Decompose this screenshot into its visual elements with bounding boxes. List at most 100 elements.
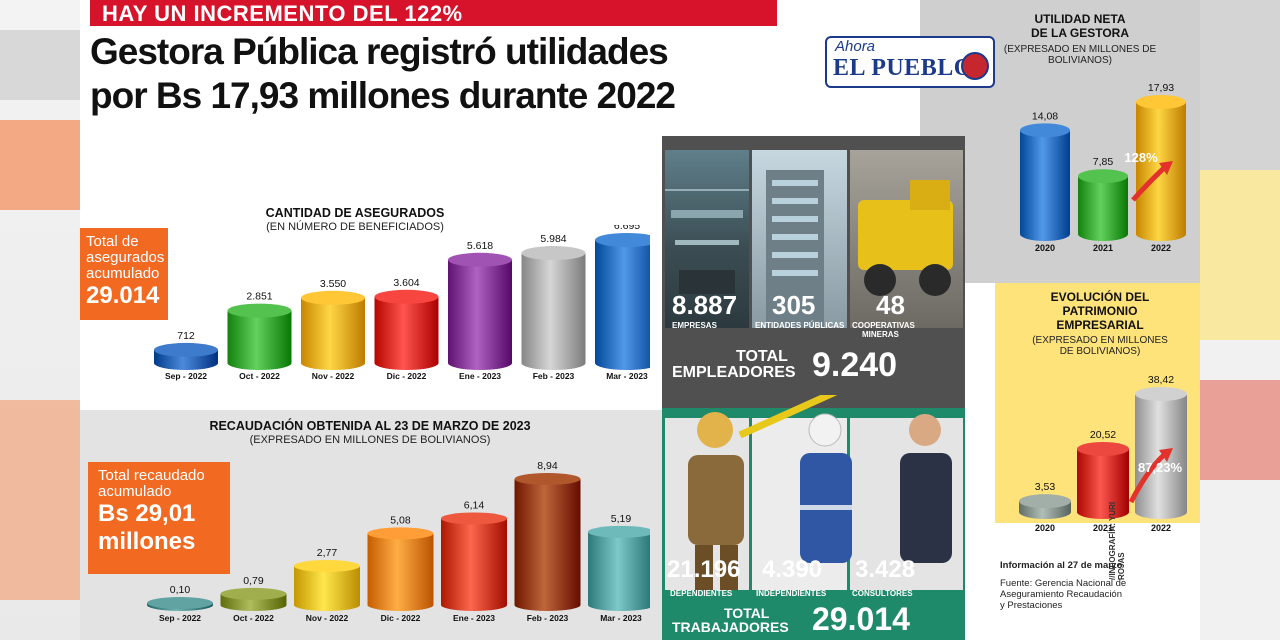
- recaudacion-value-label-6: 5,19: [611, 513, 632, 525]
- recaudacion-category-label-6: Mar - 2023: [600, 613, 642, 623]
- recaudacion-bar-top-4: [441, 512, 507, 525]
- recaudacion-bar-3: [367, 533, 434, 611]
- total-empleadores-label-1: TOTAL: [736, 348, 788, 365]
- utilidad-chart: 14,08 2020 7,85 2021 17,93 2022 128%: [1020, 82, 1186, 253]
- asegurados-title: CANTIDAD DE ASEGURADOS: [265, 206, 445, 220]
- recaudacion-value-label-1: 0,79: [243, 575, 264, 587]
- patrimonio-bar-1: [1077, 448, 1129, 519]
- logo-ahora: Ahora: [835, 38, 876, 55]
- source-note: Fuente: Gerencia Nacional de Aseguramien…: [1000, 578, 1126, 611]
- infographic: HAY UN INCREMENTO DEL 122% Gestora Públi…: [80, 0, 1200, 640]
- patrimonio-title: EVOLUCIÓN DEL PATRIMONIO EMPRESARIAL: [1025, 290, 1175, 332]
- asegurados-bar-top-5: [521, 246, 586, 261]
- consultores-label: CONSULTORES: [852, 589, 913, 598]
- recaudacion-callout-label-2: acumulado: [98, 483, 172, 500]
- asegurados-bar-top-0: [154, 342, 218, 357]
- recaudacion-value-label-4: 6,14: [464, 499, 485, 511]
- utilidad-subtitle-1: (EXPRESADO EN MILLONES DE: [1003, 44, 1157, 55]
- patrimonio-chart: 3,53 2020 20,52 2021 38,42 2022 87,23%: [1019, 374, 1187, 533]
- recaudacion-value-label-0: 0,10: [170, 584, 191, 596]
- utilidad-value-label-2: 17,93: [1148, 82, 1174, 94]
- empresas-label: EMPRESAS: [672, 321, 717, 330]
- asegurados-category-label-6: Mar - 2023: [606, 371, 648, 381]
- asegurados-value-label-0: 712: [177, 330, 195, 342]
- recaudacion-callout-label-1: Total recaudado: [98, 467, 205, 484]
- recaudacion-bar-top-6: [588, 525, 650, 538]
- patrimonio-subtitle-1: (EXPRESADO EN MILLONES: [1032, 335, 1168, 346]
- patrimonio-value-label-2: 38,42: [1148, 374, 1174, 386]
- asegurados-bar-2: [301, 297, 365, 370]
- utilidad-title-2: DE LA GESTORA: [1030, 26, 1129, 40]
- cooperativas-label: COOPERATIVAS MINERAS: [852, 321, 915, 339]
- patrimonio-category-label-2: 2022: [1151, 523, 1171, 533]
- asegurados-bar-4: [448, 259, 512, 370]
- recaudacion-category-label-3: Dic - 2022: [381, 613, 421, 623]
- asegurados-chart: 712 Sep - 2022 2.851 Oct - 2022 3.550 Nov - 2…: [154, 225, 650, 381]
- cooperativas-label-2: MINERAS: [862, 330, 899, 339]
- asegurados-callout-value: 29.014: [86, 282, 160, 309]
- independientes-value: 4.390: [762, 556, 823, 583]
- recaudacion-bar-4: [441, 518, 507, 611]
- asegurados-category-label-2: Nov - 2022: [312, 371, 355, 381]
- patrimonio-growth-label: 87,23%: [1138, 460, 1183, 475]
- asegurados-callout-label-1: Total de: [86, 233, 139, 250]
- recaudacion-title: RECAUDACIÓN OBTENIDA AL 23 DE MARZO DE 2…: [209, 419, 531, 433]
- total-trabajadores-label-1: TOTAL: [724, 605, 770, 621]
- recaudacion-bar-top-1: [220, 587, 287, 600]
- asegurados-bar-6: [595, 240, 650, 370]
- independientes-label: INDEPENDIENTES: [756, 589, 827, 598]
- entidades-label: ENTIDADES PÚBLICAS: [755, 321, 845, 330]
- utilidad-value-label-1: 7,85: [1093, 156, 1114, 168]
- factory-icon: [665, 189, 749, 294]
- recaudacion-bar-top-0: [147, 597, 213, 609]
- source-line-3: y Prestaciones: [1000, 600, 1063, 611]
- headline-line-1: Gestora Pública registró utilidades: [90, 31, 669, 72]
- asegurados-callout-label-3: acumulado: [86, 265, 160, 282]
- asegurados-value-label-3: 3.604: [393, 277, 419, 289]
- utilidad-growth-arrow: [1131, 165, 1167, 202]
- asegurados-bar-3: [374, 296, 439, 370]
- utilidad-bar-0: [1020, 130, 1070, 241]
- dependientes-value: 21.196: [667, 556, 741, 583]
- asegurados-bar-top-3: [374, 289, 439, 304]
- utilidad-category-label-1: 2021: [1093, 243, 1113, 253]
- recaudacion-callout: Total recaudado acumulado Bs 29,01 millo…: [88, 462, 230, 574]
- asegurados-value-label-5: 5.984: [540, 233, 566, 245]
- brand-logo: Ahora EL PUEBLO: [825, 36, 995, 88]
- utilidad-bar-top-0: [1020, 123, 1070, 138]
- utilidad-title: UTILIDAD NETA DE LA GESTORA: [1005, 12, 1155, 40]
- recaudacion-category-label-4: Ene - 2023: [453, 613, 495, 623]
- recaudacion-bar-5: [514, 479, 581, 611]
- utilidad-bar-top-1: [1078, 169, 1128, 184]
- asegurados-value-label-6: 6.695: [614, 225, 640, 232]
- total-trabajadores-value: 29.014: [812, 601, 910, 637]
- cooperativas-value: 48: [876, 290, 905, 320]
- photo-entidades: [752, 150, 847, 328]
- recaudacion-bar-top-2: [294, 559, 360, 572]
- recaudacion-callout-value-2: millones: [98, 528, 196, 555]
- utilidad-growth-arrow-head: [1159, 161, 1173, 175]
- recaudacion-bar-6: [588, 531, 650, 611]
- patrimonio-title-3: EMPRESARIAL: [1056, 318, 1144, 332]
- asegurados-bar-top-1: [227, 303, 292, 318]
- empresas-value: 8.887: [672, 290, 738, 320]
- entidades-value: 305: [772, 290, 816, 320]
- utilidad-growth-label: 128%: [1124, 150, 1158, 165]
- recaudacion-bar-2: [294, 565, 360, 611]
- asegurados-value-label-4: 5.618: [467, 240, 493, 252]
- utilidad-title-1: UTILIDAD NETA: [1034, 12, 1126, 26]
- dependientes-label: DEPENDIENTES: [670, 589, 733, 598]
- asegurados-category-label-1: Oct - 2022: [239, 371, 280, 381]
- utilidad-category-label-2: 2022: [1151, 243, 1171, 253]
- asegurados-callout-label-2: asegurados: [86, 249, 165, 266]
- asegurados-category-label-3: Dic - 2022: [387, 371, 427, 381]
- patrimonio-bar-top-1: [1077, 441, 1129, 456]
- patrimonio-category-label-1: 2021: [1093, 523, 1113, 533]
- patrimonio-growth-arrow-head: [1159, 448, 1173, 462]
- headline-line-2: por Bs 17,93 millones durante 2022: [90, 75, 676, 116]
- utilidad-bar-1: [1078, 176, 1128, 241]
- building-icon: [766, 170, 824, 328]
- utilidad-bar-top-2: [1136, 95, 1186, 109]
- patrimonio-category-label-0: 2020: [1035, 523, 1055, 533]
- recaudacion-category-label-2: Nov - 2022: [306, 613, 349, 623]
